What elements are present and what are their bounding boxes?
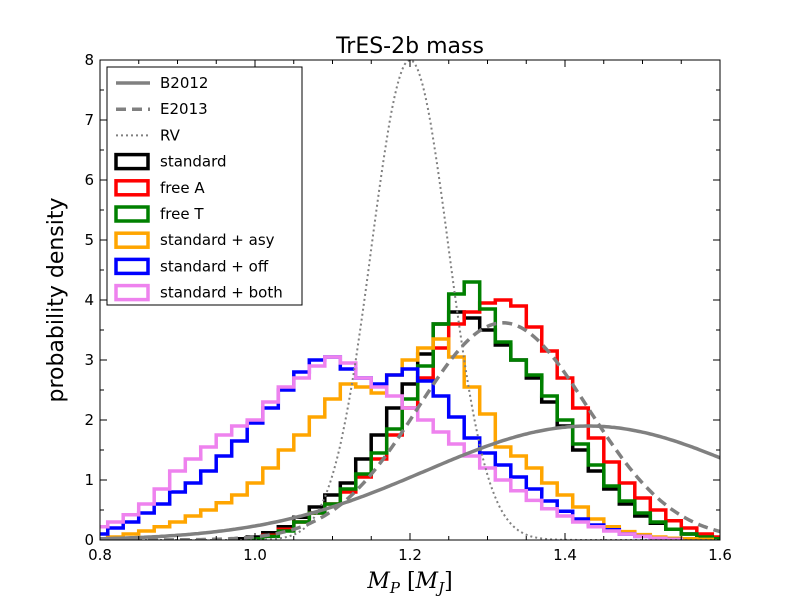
legend-item-standard-both: standard + both bbox=[114, 283, 283, 302]
series-standard-off bbox=[100, 355, 684, 540]
legend-swatch bbox=[114, 152, 150, 171]
legend-label: standard bbox=[160, 153, 227, 171]
x-tick-label: 1.6 bbox=[708, 546, 732, 564]
legend-item-standard: standard bbox=[114, 152, 227, 171]
legend-item-free-t: free T bbox=[114, 205, 204, 223]
axes: 0.8 1.0 1.2 1.4 1.6 0 1 2 3 4 5 6 7 8 bbox=[84, 51, 731, 564]
legend-label: free A bbox=[160, 179, 205, 197]
legend-label: E2013 bbox=[160, 100, 208, 118]
chart-title: TrES-2b mass bbox=[335, 34, 484, 59]
legend-item-e2013: E2013 bbox=[116, 100, 208, 118]
x-tick-label: 1.2 bbox=[398, 546, 422, 564]
series-standard bbox=[229, 310, 720, 540]
legend: B2012 E2013 RV standard free A free T standard… bbox=[106, 66, 303, 306]
legend-item-free-a: free A bbox=[114, 179, 205, 197]
legend-box bbox=[106, 66, 303, 306]
y-tick-label: 6 bbox=[84, 171, 94, 189]
legend-swatch bbox=[114, 257, 150, 276]
y-tick-label: 3 bbox=[84, 351, 94, 369]
legend-label: free T bbox=[160, 205, 204, 223]
x-axis-label: MP [MJ] bbox=[366, 569, 452, 597]
y-tick-label: 8 bbox=[84, 51, 94, 69]
series-standard-both bbox=[100, 355, 684, 540]
legend-label: standard + both bbox=[160, 284, 283, 302]
legend-label: standard + asy bbox=[160, 231, 275, 249]
y-tick-label: 5 bbox=[84, 231, 94, 249]
y-tick-label: 1 bbox=[84, 471, 94, 489]
legend-label: standard + off bbox=[160, 257, 269, 275]
x-tick-label: 1.0 bbox=[243, 546, 267, 564]
legend-swatch bbox=[114, 231, 150, 249]
x-tick-label: 0.8 bbox=[88, 546, 112, 564]
legend-label: B2012 bbox=[160, 74, 208, 92]
legend-swatch bbox=[114, 283, 150, 302]
y-tick-label: 2 bbox=[84, 411, 94, 429]
legend-item-standard-asy: standard + asy bbox=[114, 231, 275, 249]
legend-swatch bbox=[114, 205, 150, 223]
x-tick-label: 1.4 bbox=[553, 546, 577, 564]
y-tick-label: 0 bbox=[84, 531, 94, 549]
legend-item-b2012: B2012 bbox=[116, 74, 208, 92]
legend-label: RV bbox=[160, 126, 181, 144]
y-axis-label: probability density bbox=[44, 197, 69, 402]
y-tick-label: 4 bbox=[84, 291, 94, 309]
legend-swatch bbox=[114, 179, 150, 197]
curve-b2012 bbox=[100, 424, 720, 540]
y-tick-label: 7 bbox=[84, 111, 94, 129]
legend-item-standard-off: standard + off bbox=[114, 257, 269, 276]
legend-item-rv: RV bbox=[116, 126, 181, 144]
